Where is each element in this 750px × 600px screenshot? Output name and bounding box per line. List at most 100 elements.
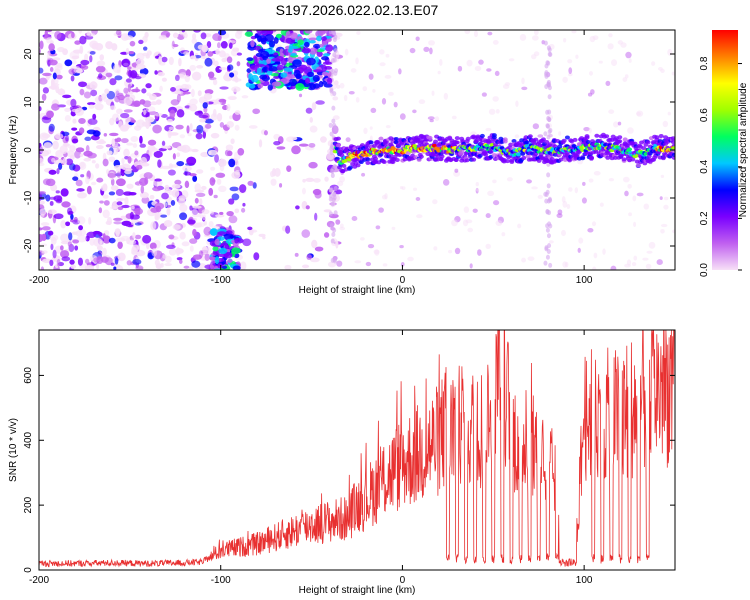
noise-blob [91, 160, 96, 164]
noise-blob [286, 165, 292, 172]
noise-blob [60, 250, 70, 259]
streak-blob [546, 134, 551, 140]
streak-blob [548, 262, 553, 268]
noise-blob [98, 73, 103, 79]
noise-blob [636, 110, 644, 117]
noise-blob [72, 239, 80, 244]
streak-blob [543, 40, 548, 46]
streak-blob [545, 254, 550, 260]
noise-blob [48, 123, 55, 132]
cluster-blob [246, 57, 254, 62]
noise-blob [96, 245, 103, 251]
noise-blob [231, 193, 240, 201]
noise-blob [174, 90, 184, 95]
ridge-blob [540, 137, 546, 142]
noise-blob [207, 51, 214, 57]
noise-blob [154, 214, 158, 221]
noise-blob [186, 125, 190, 134]
noise-blob [501, 232, 506, 237]
cluster-blob [214, 238, 220, 246]
noise-blob [234, 124, 240, 131]
streak-blob [546, 123, 551, 129]
noise-blob [373, 249, 380, 255]
noise-blob [375, 225, 381, 230]
noise-blob [154, 202, 165, 210]
noise-blob [531, 54, 537, 60]
noise-blob [198, 263, 206, 269]
noise-blob [99, 200, 104, 204]
noise-blob [323, 209, 332, 213]
x-tick-label: 0 [400, 275, 406, 286]
noise-blob [168, 132, 179, 136]
noise-blob [628, 212, 633, 217]
cluster-blob [267, 84, 273, 91]
noise-blob [228, 215, 238, 224]
noise-blob [284, 264, 292, 270]
noise-blob [442, 179, 450, 186]
noise-blob [203, 93, 213, 101]
cluster-blob [266, 58, 271, 65]
colorbar: 0.0 0.2 0.4 0.6 0.8 Normalized spectral ampl… [699, 30, 749, 277]
noise-blob [106, 90, 116, 100]
noise-blob [172, 153, 176, 160]
y-tick-label: 600 [23, 367, 34, 384]
cluster-blob [308, 37, 318, 41]
streak-blob [547, 210, 552, 216]
noise-blob [95, 65, 106, 73]
cluster-blob [225, 230, 233, 235]
noise-blob [226, 103, 231, 112]
noise-blob [164, 263, 172, 267]
cluster-blob [303, 41, 310, 48]
noise-blob [451, 115, 457, 120]
noise-blob [476, 188, 480, 192]
noise-blob [60, 245, 64, 251]
noise-blob [608, 109, 615, 114]
noise-blob [115, 228, 120, 238]
noise-blob [65, 135, 69, 142]
noise-blob [39, 191, 46, 195]
noise-blob [457, 65, 463, 72]
noise-blob [39, 208, 47, 216]
noise-blob [80, 59, 90, 66]
noise-blob [139, 177, 148, 187]
streak-blob [328, 211, 333, 217]
noise-blob [202, 214, 207, 221]
noise-blob [487, 31, 493, 36]
noise-blob [154, 178, 162, 182]
cluster-blob [290, 32, 298, 40]
noise-blob [46, 37, 53, 44]
noise-blob [323, 232, 330, 238]
noise-blob [350, 68, 357, 73]
noise-blob [143, 46, 148, 51]
noise-blob [561, 229, 566, 237]
cluster-blob [268, 40, 276, 48]
ridge-blob [580, 156, 586, 161]
noise-blob [84, 136, 92, 142]
noise-blob [168, 234, 175, 240]
noise-blob [204, 118, 214, 124]
noise-blob [169, 164, 179, 168]
noise-blob [75, 147, 85, 153]
noise-blob [204, 57, 213, 67]
noise-blob [112, 113, 120, 122]
x-tick-label: -100 [211, 275, 231, 286]
noise-blob [241, 95, 249, 99]
noise-blob [485, 243, 491, 249]
noise-blob [291, 145, 301, 155]
ridge-blob [435, 154, 441, 159]
streak-blob [330, 168, 335, 174]
noise-blob [99, 54, 105, 61]
ridge-blob [585, 139, 591, 144]
noise-blob [219, 122, 225, 128]
streak-blob [333, 210, 338, 216]
noise-blob [191, 38, 198, 45]
noise-blob [84, 264, 95, 270]
streak-blob [546, 172, 551, 178]
streak-blob [545, 227, 550, 233]
noise-blob [660, 223, 668, 228]
noise-blob [196, 124, 204, 134]
noise-blob [61, 201, 71, 208]
noise-blob [84, 53, 89, 62]
noise-blob [151, 247, 158, 257]
noise-blob [206, 41, 212, 49]
